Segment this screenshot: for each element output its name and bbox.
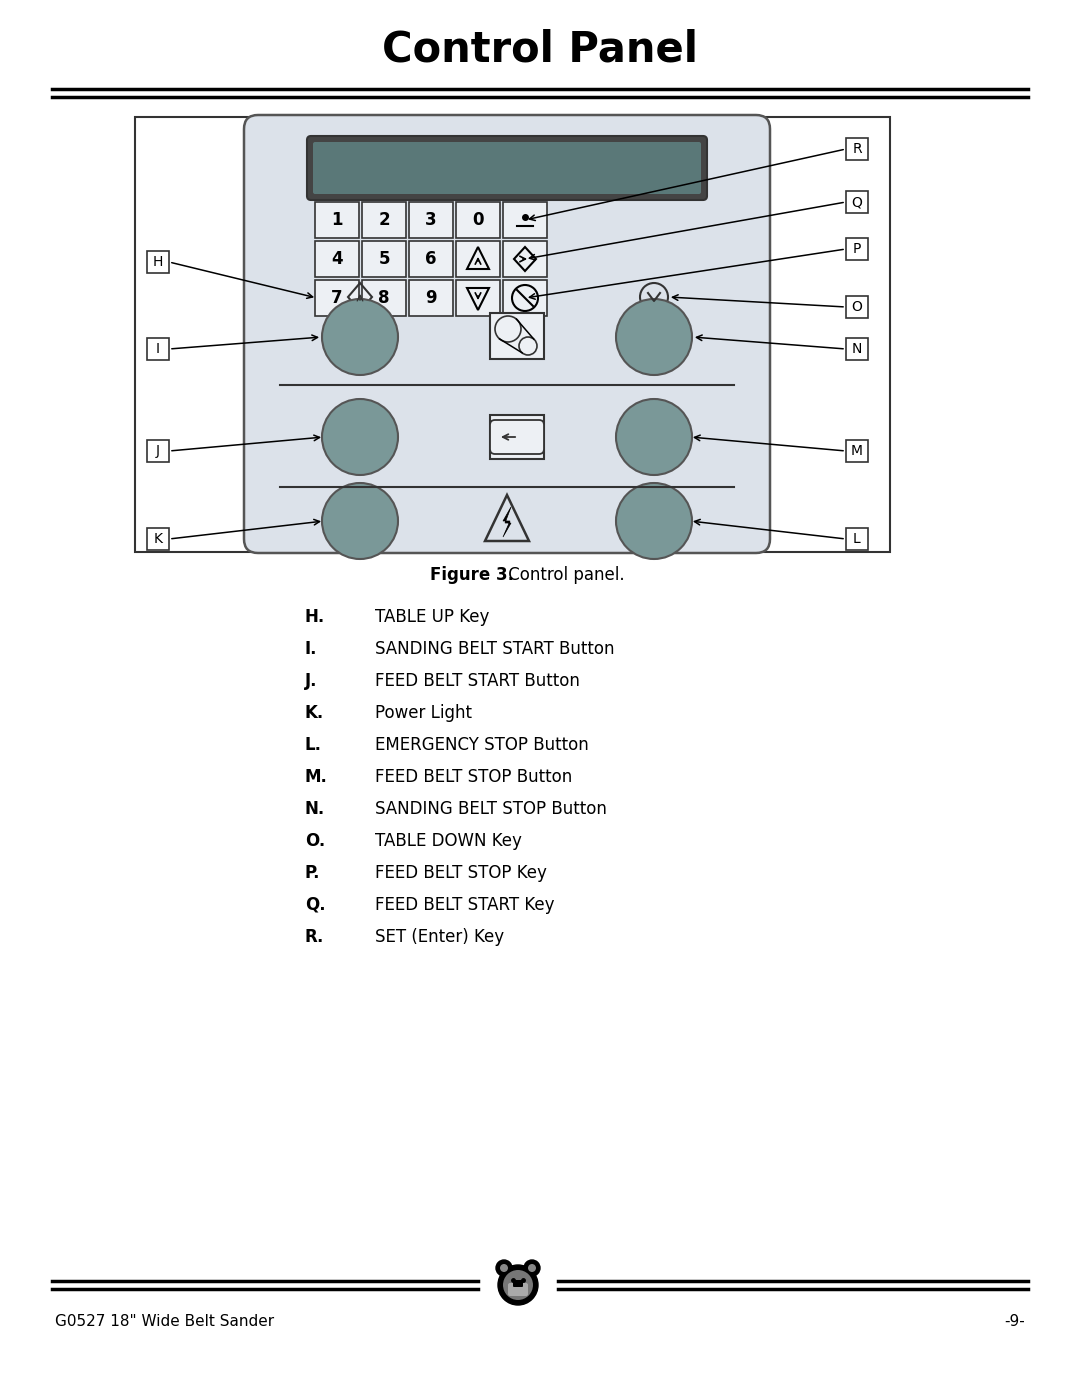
- FancyBboxPatch shape: [307, 136, 707, 200]
- Text: FEED BELT START Button: FEED BELT START Button: [375, 672, 580, 690]
- Bar: [315, 279, 359, 316]
- Text: O: O: [851, 300, 863, 314]
- Text: R.: R.: [305, 928, 324, 946]
- Text: N.: N.: [305, 800, 325, 819]
- Text: Control panel.: Control panel.: [503, 566, 624, 584]
- Text: Control Panel: Control Panel: [382, 28, 698, 70]
- Text: 0: 0: [472, 211, 484, 229]
- Bar: [409, 279, 453, 316]
- Bar: [503, 203, 546, 237]
- Bar: [315, 203, 359, 237]
- Text: P: P: [853, 242, 861, 256]
- Circle shape: [616, 299, 692, 374]
- Text: SANDING BELT STOP Button: SANDING BELT STOP Button: [375, 800, 607, 819]
- Bar: [503, 242, 546, 277]
- Text: FEED BELT START Key: FEED BELT START Key: [375, 895, 554, 914]
- Text: -9-: -9-: [1004, 1315, 1025, 1330]
- Bar: [147, 528, 168, 550]
- Text: H.: H.: [305, 608, 325, 626]
- Text: SET (Enter) Key: SET (Enter) Key: [375, 928, 504, 946]
- FancyBboxPatch shape: [244, 115, 770, 553]
- Bar: [846, 191, 868, 212]
- Text: TABLE UP Key: TABLE UP Key: [375, 608, 489, 626]
- Text: 4: 4: [332, 250, 342, 268]
- FancyBboxPatch shape: [490, 420, 544, 454]
- Bar: [147, 251, 168, 272]
- Bar: [409, 242, 453, 277]
- Circle shape: [616, 483, 692, 559]
- Text: 8: 8: [378, 289, 390, 307]
- Text: M: M: [851, 444, 863, 458]
- Bar: [846, 338, 868, 360]
- Text: EMERGENCY STOP Button: EMERGENCY STOP Button: [375, 736, 589, 754]
- Bar: [456, 242, 500, 277]
- Circle shape: [616, 400, 692, 475]
- FancyBboxPatch shape: [313, 142, 701, 194]
- Bar: [846, 237, 868, 260]
- Text: FEED BELT STOP Key: FEED BELT STOP Key: [375, 863, 546, 882]
- Bar: [147, 338, 168, 360]
- Bar: [456, 203, 500, 237]
- Bar: [846, 528, 868, 550]
- Polygon shape: [503, 507, 511, 536]
- Text: H: H: [152, 256, 163, 270]
- Circle shape: [524, 1260, 540, 1275]
- Text: TABLE DOWN Key: TABLE DOWN Key: [375, 833, 522, 849]
- Text: 3: 3: [426, 211, 436, 229]
- Text: SANDING BELT START Button: SANDING BELT START Button: [375, 640, 615, 658]
- Bar: [456, 279, 500, 316]
- Text: R: R: [852, 142, 862, 156]
- Text: G0527 18" Wide Belt Sander: G0527 18" Wide Belt Sander: [55, 1315, 274, 1330]
- Bar: [846, 296, 868, 319]
- Text: 5: 5: [378, 250, 390, 268]
- Text: 9: 9: [426, 289, 436, 307]
- Text: Q.: Q.: [305, 895, 326, 914]
- Circle shape: [322, 483, 399, 559]
- FancyBboxPatch shape: [513, 1280, 523, 1287]
- Text: 1: 1: [332, 211, 342, 229]
- Bar: [846, 440, 868, 462]
- Text: Figure 3.: Figure 3.: [430, 566, 514, 584]
- Bar: [362, 242, 406, 277]
- Bar: [490, 415, 544, 460]
- Bar: [147, 440, 168, 462]
- Circle shape: [322, 400, 399, 475]
- Bar: [362, 279, 406, 316]
- Circle shape: [500, 1264, 508, 1273]
- Text: M.: M.: [305, 768, 328, 787]
- Text: P.: P.: [305, 863, 321, 882]
- Circle shape: [503, 1270, 534, 1301]
- Circle shape: [528, 1264, 536, 1273]
- Circle shape: [498, 1266, 538, 1305]
- Text: FEED BELT STOP Button: FEED BELT STOP Button: [375, 768, 572, 787]
- Bar: [135, 117, 890, 552]
- FancyBboxPatch shape: [508, 1282, 528, 1296]
- Text: N: N: [852, 342, 862, 356]
- Text: L.: L.: [305, 736, 322, 754]
- Text: J: J: [156, 444, 160, 458]
- Text: 6: 6: [426, 250, 436, 268]
- Text: I.: I.: [305, 640, 318, 658]
- Text: 2: 2: [378, 211, 390, 229]
- Text: Q: Q: [851, 196, 863, 210]
- Text: I: I: [156, 342, 160, 356]
- Bar: [409, 203, 453, 237]
- Text: 7: 7: [332, 289, 342, 307]
- Text: J.: J.: [305, 672, 318, 690]
- Text: L: L: [853, 532, 861, 546]
- Text: K: K: [153, 532, 162, 546]
- Text: Power Light: Power Light: [375, 704, 472, 722]
- Circle shape: [322, 299, 399, 374]
- Text: K.: K.: [305, 704, 324, 722]
- Text: O.: O.: [305, 833, 325, 849]
- Bar: [846, 138, 868, 161]
- Circle shape: [496, 1260, 512, 1275]
- Bar: [362, 203, 406, 237]
- Bar: [503, 279, 546, 316]
- Bar: [490, 313, 544, 359]
- Bar: [315, 242, 359, 277]
